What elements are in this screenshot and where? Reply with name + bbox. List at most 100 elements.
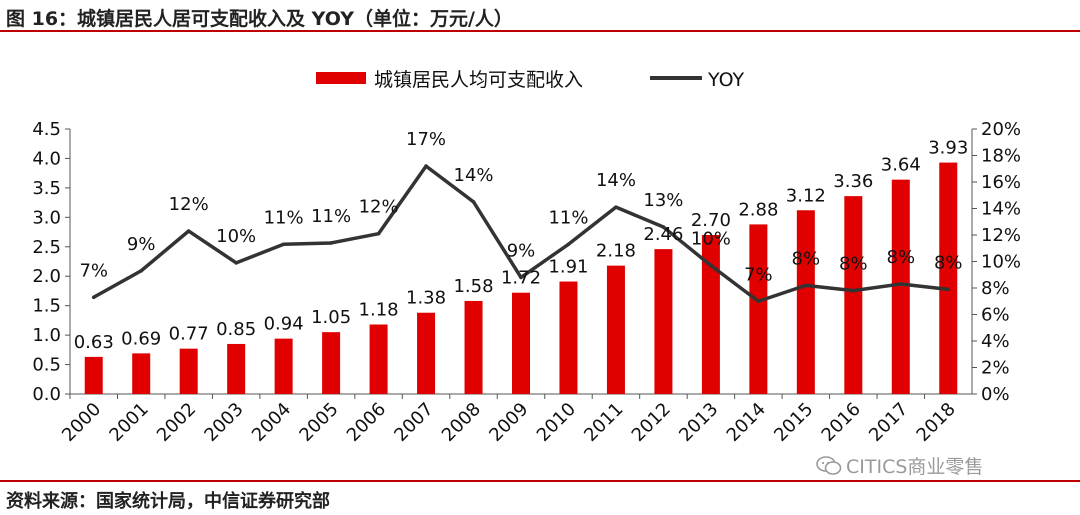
yoy-point: [756, 299, 761, 304]
bar: [512, 292, 530, 394]
yoy-value-label: 17%: [406, 129, 446, 150]
bar: [417, 312, 436, 394]
y-right-tick-label: 0%: [981, 384, 1010, 405]
bar-value-label: 1.91: [548, 257, 588, 278]
yoy-value-label: 8%: [792, 248, 821, 269]
y-right-tick-label: 8%: [981, 278, 1010, 299]
yoy-point: [329, 241, 333, 245]
bar-value-label: 2.88: [738, 199, 778, 220]
bar: [369, 324, 388, 394]
yoy-point: [946, 287, 951, 292]
bar: [606, 265, 625, 394]
yoy-value-label: 8%: [934, 252, 963, 273]
legend-line-label: YOY: [707, 69, 744, 91]
bar: [559, 281, 578, 394]
y-left-tick-label: 4.0: [32, 148, 61, 169]
yoy-value-label: 11%: [548, 207, 588, 228]
x-tick-label: 2008: [438, 399, 485, 446]
yoy-point: [186, 229, 191, 233]
yoy-point: [566, 242, 571, 247]
yoy-value-label: 11%: [264, 207, 304, 228]
bar: [701, 235, 720, 394]
bar-value-label: 0.94: [264, 314, 304, 335]
yoy-value-label: 8%: [839, 254, 868, 275]
x-tick-label: 2013: [675, 399, 722, 446]
y-left-tick-label: 2.5: [32, 237, 61, 258]
x-tick-label: 2015: [770, 399, 817, 446]
bar: [654, 249, 673, 394]
bar: [132, 353, 151, 394]
x-tick-label: 2002: [153, 399, 200, 446]
yoy-value-label: 12%: [359, 197, 399, 218]
y-left-tick-label: 3.0: [32, 207, 61, 228]
y-left-tick-label: 1.5: [32, 296, 61, 317]
yoy-point: [709, 263, 713, 268]
x-tick-label: 2005: [295, 399, 342, 446]
x-tick-label: 2003: [200, 399, 247, 446]
bar: [844, 196, 863, 394]
bar: [274, 338, 293, 394]
yoy-point: [281, 242, 286, 247]
bar-value-label: 0.77: [169, 324, 209, 345]
x-tick-label: 2014: [723, 399, 770, 446]
yoy-point: [471, 200, 476, 204]
y-right-tick-label: 2%: [981, 358, 1010, 379]
y-left-tick-label: 2.0: [32, 266, 61, 287]
bar-value-label: 1.38: [406, 288, 446, 309]
y-left-tick-label: 4.5: [32, 119, 61, 140]
yoy-value-label: 12%: [169, 194, 209, 215]
yoy-value-label: 9%: [507, 240, 536, 261]
x-tick-label: 2010: [533, 399, 580, 446]
y-left-tick-label: 0.0: [32, 384, 61, 405]
x-tick-label: 2007: [390, 399, 437, 446]
wechat-icon: [816, 455, 842, 475]
bar: [227, 343, 246, 394]
yoy-value-label: 14%: [596, 170, 636, 191]
bar-value-label: 1.58: [453, 276, 493, 297]
yoy-value-label: 10%: [691, 228, 731, 249]
x-tick-label: 2006: [343, 399, 390, 446]
bars: [84, 162, 958, 394]
y-left-tick-label: 3.5: [32, 178, 61, 199]
yoy-point: [898, 282, 903, 286]
bar-value-label: 2.70: [691, 210, 731, 231]
legend-bar-swatch: [316, 72, 366, 84]
yoy-point: [804, 283, 808, 288]
yoy-point: [851, 288, 856, 293]
yoy-point: [376, 231, 381, 236]
bar-value-label: 3.64: [881, 155, 921, 176]
y-right-tick-label: 18%: [981, 146, 1021, 167]
bottom-divider: [0, 480, 1080, 482]
bar: [322, 332, 341, 394]
bar-value-label: 2.18: [596, 241, 636, 262]
bar-value-label: 2.46: [643, 224, 683, 245]
legend: 城镇居民人均可支配收入 YOY: [316, 69, 744, 91]
yoy-point: [234, 261, 238, 265]
top-divider: [0, 30, 1080, 32]
yoy-point: [91, 295, 96, 300]
chart-title: 图 16：城镇居民人居可支配收入及 YOY（单位：万元/人）: [6, 8, 513, 30]
x-tick-label: 2016: [818, 399, 865, 446]
yoy-point: [424, 164, 428, 168]
bar: [939, 162, 958, 394]
x-tick-label: 2004: [248, 399, 295, 446]
bar-value-label: 3.36: [833, 171, 873, 192]
yoy-value-label: 9%: [127, 234, 156, 255]
bar-value-label: 0.85: [216, 319, 256, 340]
yoy-value-label: 14%: [454, 165, 494, 186]
income-yoy-chart: 城镇居民人均可支配收入 YOY 0.0 0.5 1.0 1.5 2.0 2.5 3.0 3.5…: [32, 69, 1021, 446]
bar-value-label: 1.72: [501, 268, 541, 289]
yoy-value-label: 11%: [311, 206, 351, 227]
source-note: 资料来源：国家统计局，中信证券研究部: [6, 491, 330, 512]
yoy-point: [519, 275, 523, 280]
yoy-value-label: 7%: [744, 264, 773, 285]
bar-value-label: 1.18: [359, 300, 399, 321]
bar-value-label: 0.69: [121, 328, 161, 349]
y-right-tick-label: 6%: [981, 305, 1010, 326]
y-right-tick-label: 4%: [981, 331, 1010, 352]
bar-value-label: 3.93: [928, 138, 968, 159]
y-right-tick-label: 16%: [981, 172, 1021, 193]
bar: [749, 224, 768, 394]
bar: [179, 348, 198, 394]
yoy-line: [91, 164, 951, 304]
